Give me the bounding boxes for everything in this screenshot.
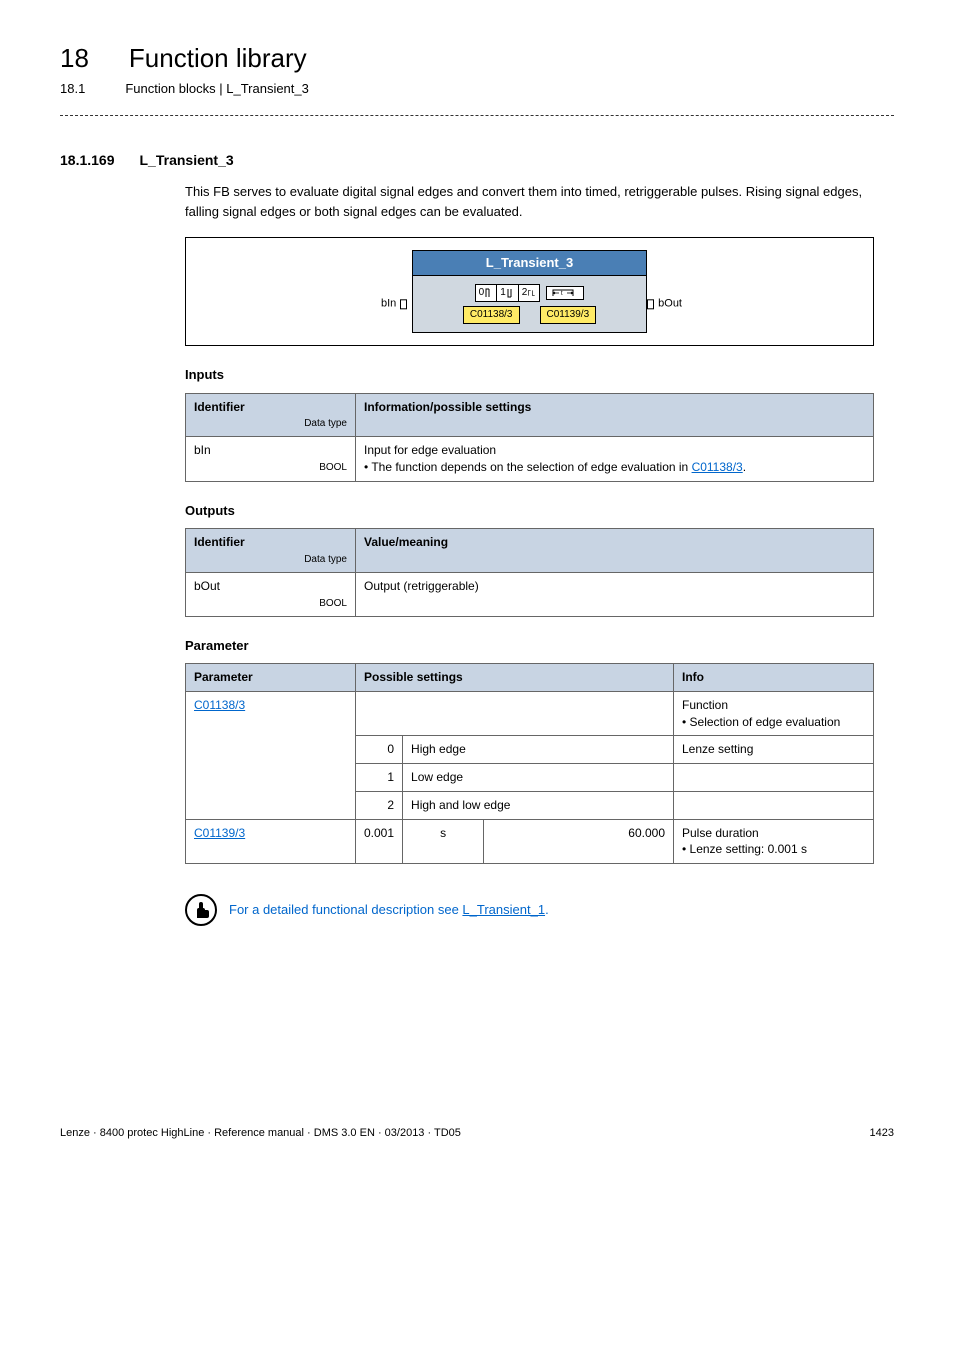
note-text: For a detailed functional description se… bbox=[229, 901, 549, 919]
output-connector bbox=[647, 299, 654, 309]
mode-2-num: 2 bbox=[522, 286, 528, 300]
footer-left: Lenze · 8400 protec HighLine · Reference… bbox=[60, 1126, 461, 1141]
input-id: bIn bbox=[194, 443, 211, 457]
note-row: For a detailed functional description se… bbox=[185, 894, 894, 926]
outputs-table: Identifier Data type Value/meaning bOut … bbox=[185, 528, 874, 617]
hand-icon bbox=[185, 894, 217, 926]
param-link-1[interactable]: C01138/3 bbox=[194, 698, 245, 712]
mode-0-num: 0 bbox=[479, 286, 485, 300]
input-info-bullet: • The function depends on the selection … bbox=[364, 460, 692, 474]
table-row: C01139/3 0.001 s 60.000 Pulse duration •… bbox=[186, 819, 874, 864]
opt-num-cell: 0 bbox=[356, 736, 403, 764]
note-suffix: . bbox=[545, 902, 549, 917]
svg-text:t: t bbox=[561, 291, 563, 297]
chapter-number: 18 bbox=[60, 40, 89, 76]
opt-text-cell: High edge bbox=[403, 736, 674, 764]
opt-info-cell bbox=[674, 791, 874, 819]
table-row: bOut BOOL Output (retriggerable) bbox=[186, 572, 874, 616]
section-title: Function blocks | L_Transient_3 bbox=[125, 80, 309, 98]
param-header-info: Info bbox=[674, 663, 874, 691]
diagram-output-label: bOut bbox=[654, 295, 686, 314]
param-header-parameter: Parameter bbox=[186, 663, 356, 691]
outputs-header-identifier: Identifier Data type bbox=[186, 529, 356, 573]
outputs-heading: Outputs bbox=[185, 502, 894, 520]
chapter-title: Function library bbox=[129, 40, 307, 76]
input-connector bbox=[400, 299, 407, 309]
diagram-input-label: bIn bbox=[377, 295, 400, 314]
pointing-hand-icon bbox=[191, 900, 211, 920]
divider bbox=[60, 115, 894, 116]
info-cell: Function • Selection of edge evaluation bbox=[674, 691, 874, 736]
input-info-cell: Input for edge evaluation • The function… bbox=[356, 437, 874, 482]
opt-num-cell: 2 bbox=[356, 791, 403, 819]
identifier-label: Identifier bbox=[194, 400, 245, 414]
parameter-table: Parameter Possible settings Info C01138/… bbox=[185, 663, 874, 864]
opt-text-cell: Low edge bbox=[403, 764, 674, 792]
inputs-header-identifier: Identifier Data type bbox=[186, 393, 356, 437]
inputs-table: Identifier Data type Information/possibl… bbox=[185, 393, 874, 482]
note-prefix: For a detailed functional description se… bbox=[229, 902, 462, 917]
unit-cell: s bbox=[403, 819, 484, 864]
mode-1-num: 1 bbox=[500, 286, 506, 300]
datatype-label: Data type bbox=[194, 553, 347, 567]
info-text: Function bbox=[682, 698, 728, 712]
output-id: bOut bbox=[194, 579, 220, 593]
input-info-link[interactable]: C01138/3 bbox=[692, 460, 743, 474]
param-link-2[interactable]: C01139/3 bbox=[194, 826, 245, 840]
inputs-heading: Inputs bbox=[185, 366, 894, 384]
input-info-line1: Input for edge evaluation bbox=[364, 443, 496, 457]
code-box-1: C01138/3 bbox=[463, 306, 520, 324]
mode-selector: 0 1 2 bbox=[475, 284, 541, 302]
max-cell: 60.000 bbox=[484, 819, 674, 864]
input-identifier-cell: bIn BOOL bbox=[186, 437, 356, 482]
diagram-title: L_Transient_3 bbox=[412, 250, 647, 275]
page-footer: Lenze · 8400 protec HighLine · Reference… bbox=[60, 1126, 894, 1141]
opt-text-cell: High and low edge bbox=[403, 791, 674, 819]
section-number: 18.1 bbox=[60, 80, 85, 98]
identifier-label: Identifier bbox=[194, 535, 245, 549]
diagram-body: bIn 0 1 2 bbox=[412, 275, 647, 333]
info-cell: Pulse duration • Lenze setting: 0.001 s bbox=[674, 819, 874, 864]
settings-cell bbox=[356, 691, 674, 736]
table-header-row: Identifier Data type Value/meaning bbox=[186, 529, 874, 573]
table-row: C01138/3 Function • Selection of edge ev… bbox=[186, 691, 874, 736]
info-text: Pulse duration bbox=[682, 826, 759, 840]
table-header-row: Parameter Possible settings Info bbox=[186, 663, 874, 691]
output-identifier-cell: bOut BOOL bbox=[186, 572, 356, 616]
param-header-settings: Possible settings bbox=[356, 663, 674, 691]
opt-info-cell bbox=[674, 764, 874, 792]
parameter-heading: Parameter bbox=[185, 637, 894, 655]
info-bullet: • Lenze setting: 0.001 s bbox=[682, 842, 807, 856]
pulse-icon: t bbox=[551, 288, 579, 298]
rising-edge-icon bbox=[485, 288, 493, 298]
block-diagram: L_Transient_3 bIn 0 1 bbox=[185, 237, 874, 346]
info-bullet: • Selection of edge evaluation bbox=[682, 715, 840, 729]
subsection-title: L_Transient_3 bbox=[140, 151, 234, 171]
both-edge-icon bbox=[528, 288, 536, 298]
note-link[interactable]: L_Transient_1 bbox=[462, 902, 545, 917]
input-info-suffix: . bbox=[743, 460, 746, 474]
outputs-header-value: Value/meaning bbox=[356, 529, 874, 573]
footer-page-number: 1423 bbox=[870, 1126, 894, 1141]
body-paragraph: This FB serves to evaluate digital signa… bbox=[185, 182, 894, 221]
output-value-cell: Output (retriggerable) bbox=[356, 572, 874, 616]
pulse-width-box: t bbox=[546, 286, 584, 300]
table-row: bIn BOOL Input for edge evaluation • The… bbox=[186, 437, 874, 482]
datatype-label: Data type bbox=[194, 417, 347, 431]
param-cell: C01138/3 bbox=[186, 691, 356, 819]
falling-edge-icon bbox=[507, 288, 515, 298]
min-cell: 0.001 bbox=[356, 819, 403, 864]
subsection-number: 18.1.169 bbox=[60, 151, 115, 171]
table-header-row: Identifier Data type Information/possibl… bbox=[186, 393, 874, 437]
input-datatype: BOOL bbox=[194, 461, 347, 475]
output-datatype: BOOL bbox=[194, 597, 347, 611]
inputs-header-info: Information/possible settings bbox=[356, 393, 874, 437]
param-cell: C01139/3 bbox=[186, 819, 356, 864]
code-box-2: C01139/3 bbox=[540, 306, 597, 324]
opt-info-cell: Lenze setting bbox=[674, 736, 874, 764]
opt-num-cell: 1 bbox=[356, 764, 403, 792]
